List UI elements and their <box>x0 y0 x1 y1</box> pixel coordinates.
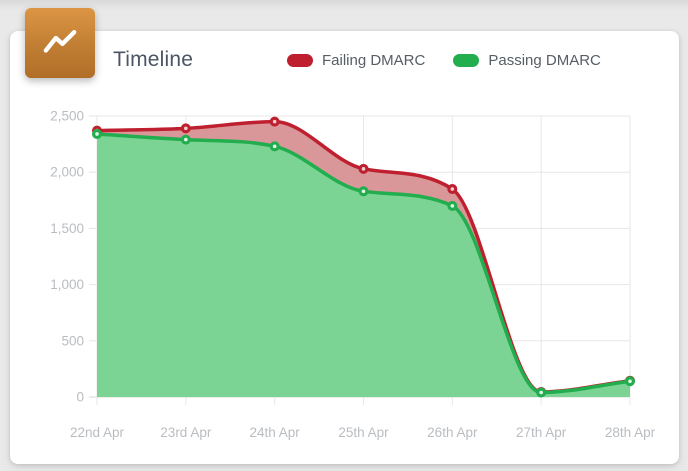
failing-dmarc-point-2[interactable] <box>269 116 280 127</box>
x-axis-label: 25th Apr <box>338 425 389 440</box>
y-axis-labels: 0 500 1,000 1,500 2,000 2,500 <box>50 109 84 405</box>
legend-swatch-passing-dmarc <box>453 53 480 67</box>
passing-dmarc-point-0[interactable] <box>91 128 102 139</box>
card-header-icon-box <box>25 8 95 78</box>
y-axis-label: 1,000 <box>50 277 84 292</box>
passing-dmarc-point-5[interactable] <box>536 387 547 398</box>
failing-dmarc-point-3[interactable] <box>358 163 369 174</box>
passing-dmarc-point-2[interactable] <box>269 141 280 152</box>
passing-dmarc-points <box>91 128 635 398</box>
card-title: Timeline <box>113 48 194 71</box>
x-axis-label: 27th Apr <box>516 425 567 440</box>
legend-label-passing-dmarc: Passing DMARC <box>488 51 601 69</box>
y-axis-label: 2,500 <box>50 109 84 124</box>
x-axis-label: 26th Apr <box>427 425 478 440</box>
dmarc-timeline-chart[interactable]: 0 500 1,000 1,500 2,000 2,500 22nd Apr 23rd Apr… <box>10 31 679 464</box>
y-axis-label: 1,500 <box>50 221 84 236</box>
y-axis-label: 0 <box>76 390 84 405</box>
legend-swatch-failing-dmarc <box>287 53 313 67</box>
legend-label-failing-dmarc: Failing DMARC <box>322 51 426 69</box>
legend-item-passing-dmarc[interactable]: Passing DMARC <box>453 52 601 69</box>
x-axis-labels: 22nd Apr 23rd Apr 24th Apr 25th Apr 26th Apr… <box>70 425 656 440</box>
failing-dmarc-point-1[interactable] <box>180 123 191 134</box>
timeline-card: 0 500 1,000 1,500 2,000 2,500 22nd Apr 23rd Apr… <box>10 8 679 464</box>
x-axis-label: 22nd Apr <box>70 425 125 440</box>
legend-item-failing-dmarc[interactable]: Failing DMARC <box>287 52 425 69</box>
passing-dmarc-point-4[interactable] <box>447 200 458 211</box>
passing-dmarc-point-3[interactable] <box>358 186 369 197</box>
timeline-chart-icon <box>43 30 77 53</box>
x-axis-label: 24th Apr <box>250 425 301 440</box>
y-axis-label: 500 <box>61 333 84 348</box>
chart-legend: Failing DMARC Passing DMARC <box>287 51 601 69</box>
failing-dmarc-point-4[interactable] <box>447 184 458 195</box>
passing-dmarc-point-6[interactable] <box>624 376 635 387</box>
passing-dmarc-area <box>97 133 630 397</box>
passing-dmarc-point-1[interactable] <box>180 134 191 145</box>
x-axis-label: 23rd Apr <box>160 425 212 440</box>
x-axis-label: 28th Apr <box>605 425 656 440</box>
y-axis-label: 2,000 <box>50 165 84 180</box>
